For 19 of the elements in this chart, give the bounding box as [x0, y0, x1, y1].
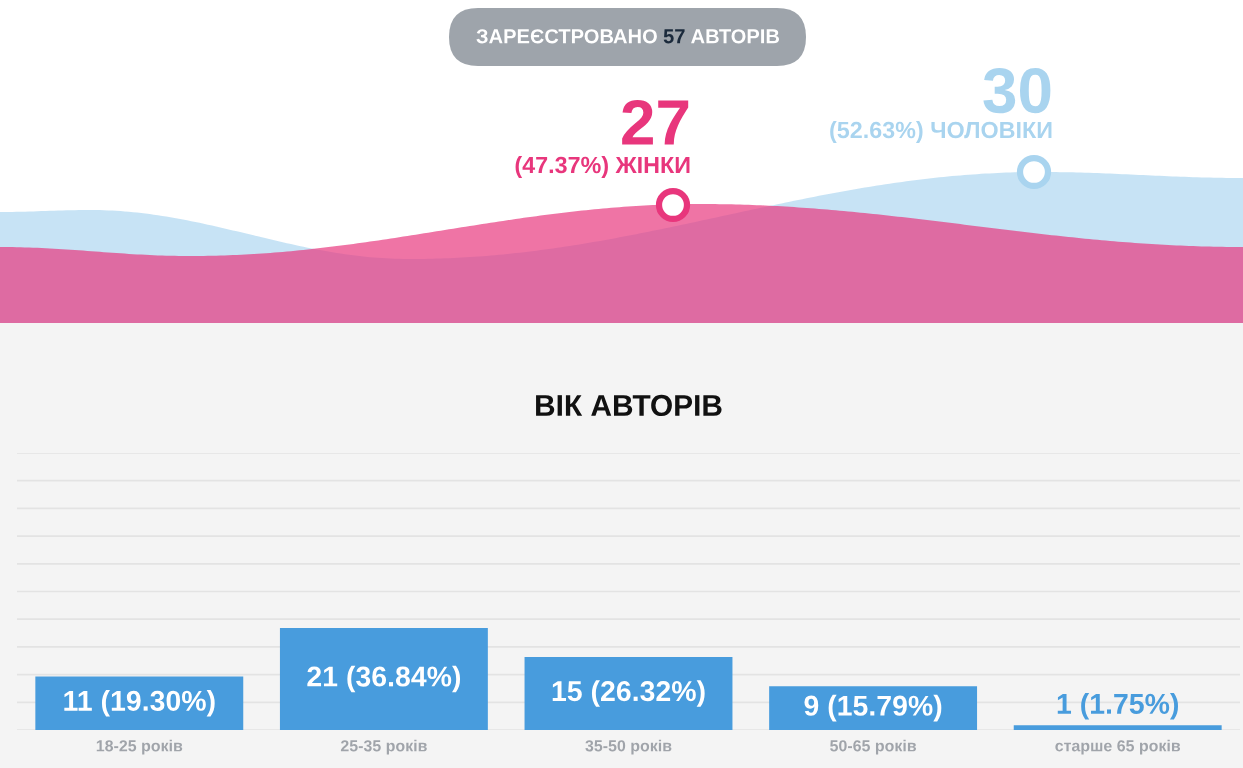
data-label: 15 (26.32%)	[552, 680, 705, 707]
data-label: 27	[622, 99, 689, 145]
x-tick-label: 50-65 років	[830, 739, 917, 755]
data-label: 30	[983, 67, 1051, 114]
data-label: 1 (1.75%)	[1057, 693, 1179, 720]
text: ЗАРЕЄСТРОВАНО 57 АВТОРІВ	[476, 29, 780, 44]
bar	[1013, 725, 1222, 730]
data-label: 21 (36.84%)	[307, 665, 461, 693]
category-label: (52.63%) ЧОЛОВІКИ	[830, 121, 1052, 143]
data-label: 9 (15.79%)	[804, 694, 942, 722]
data-label: 11 (19.30%)	[64, 690, 215, 717]
category-label: (47.37%) ЖІНКИ	[515, 156, 690, 178]
x-tick-label: старше 65 років	[1055, 739, 1181, 755]
bar	[279, 627, 488, 730]
chart-title: ВІК АВТОРІВ	[536, 394, 722, 417]
x-tick-label: 25-35 років	[340, 739, 427, 755]
x-tick-label: 18-25 років	[96, 739, 183, 755]
x-tick-label: 35-50 років	[585, 739, 672, 755]
bar	[524, 657, 733, 730]
